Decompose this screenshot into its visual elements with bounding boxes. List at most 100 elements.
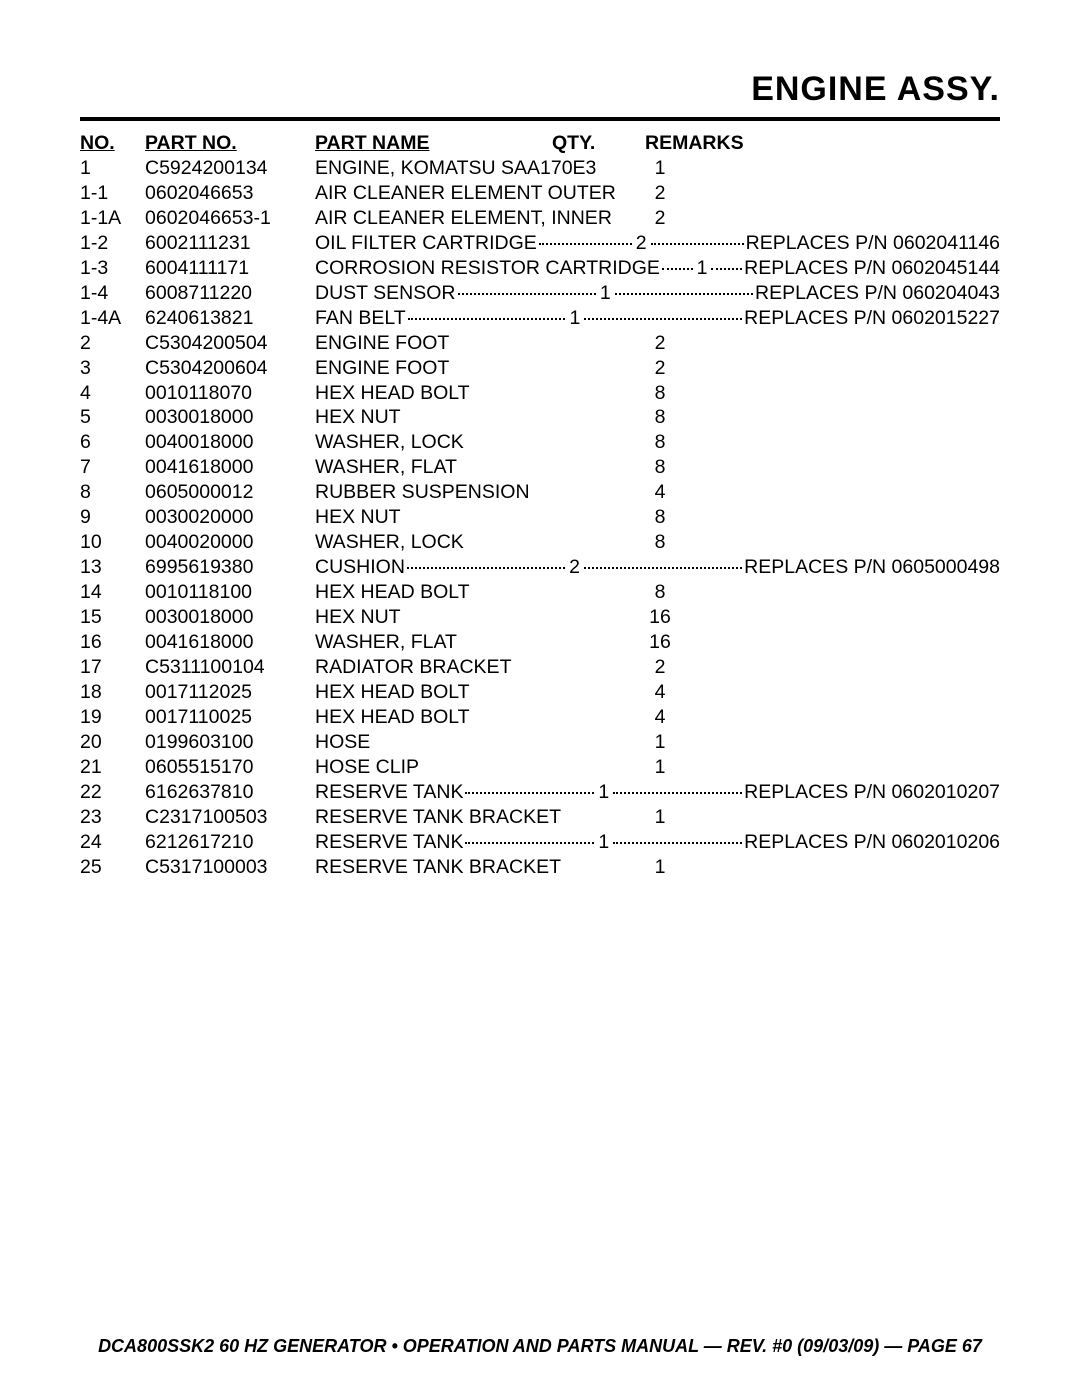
leader-dots [407,567,565,569]
leader-dots [465,792,594,794]
cell-no: 1-1 [80,181,145,206]
leader-dots [615,293,753,295]
table-row: 210605515170HOSE CLIP 1 [80,755,1000,780]
cell-qty: 2 [634,231,649,256]
page-title: ENGINE ASSY. [80,70,1000,109]
table-row: 140010118100HEX HEAD BOLT8 [80,580,1000,605]
cell-remarks: REPLACES P/N 0602045144 [744,256,1000,281]
table-row: 226162637810RESERVE TANK1REPLACES P/N 06… [80,780,1000,805]
table-row: 3C5304200604ENGINE FOOT2 [80,356,1000,381]
cell-no: 24 [80,830,145,855]
cell-part-no: 0041618000 [145,455,315,480]
table-row: 50030018000HEX NUT8 [80,405,1000,430]
table-row: 136995619380CUSHION2REPLACES P/N 0605000… [80,555,1000,580]
cell-qty: 16 [645,605,675,630]
table-row: 17C5311100104RADIATOR BRACKET2 [80,655,1000,680]
cell-qty: 2 [567,555,582,580]
cell-part-name: HEX HEAD BOLT [315,705,470,730]
table-row: 1-26002111231OIL FILTER CARTRIDGE2REPLAC… [80,231,1000,256]
table-row: 160041618000WASHER, FLAT16 [80,630,1000,655]
cell-leader: CORROSION RESISTOR CARTRIDGE1REPLACES P/… [315,256,1000,281]
cell-leader: FAN BELT 1 REPLACES P/N 0602015227 [315,306,1000,331]
cell-no: 8 [80,480,145,505]
cell-part-no: 0010118070 [145,381,315,406]
cell-remarks: REPLACES P/N 0602015227 [744,306,1000,331]
cell-part-name: DUST SENSOR [315,281,456,306]
table-row: 100040020000WASHER, LOCK8 [80,530,1000,555]
cell-qty: 8 [645,505,675,530]
cell-part-name: WASHER, LOCK [315,530,464,555]
cell-part-name: HEX HEAD BOLT [315,381,470,406]
cell-part-no: 0041618000 [145,630,315,655]
cell-remarks: REPLACES P/N 0605000498 [744,555,1000,580]
cell-qty: 1 [645,730,675,755]
table-row: 25C5317100003RESERVE TANK BRACKET1 [80,855,1000,880]
cell-no: 15 [80,605,145,630]
cell-qty: 1 [567,306,582,331]
cell-qty: 1 [645,755,675,780]
cell-leader: OIL FILTER CARTRIDGE2REPLACES P/N 060204… [315,231,1000,256]
cell-part-name: RUBBER SUSPENSION [315,480,530,505]
cell-part-name: HEX HEAD BOLT [315,680,470,705]
cell-no: 21 [80,755,145,780]
cell-part-name: WASHER, FLAT [315,455,457,480]
cell-part-no: 0030018000 [145,605,315,630]
table-row: 23C2317100503RESERVE TANK BRACKET1 [80,805,1000,830]
cell-qty: 2 [645,181,675,206]
cell-part-name: FAN BELT [315,306,406,331]
cell-no: 19 [80,705,145,730]
cell-part-name: HOSE CLIP [315,755,419,780]
cell-part-name: ENGINE FOOT [315,356,449,381]
cell-part-name: HEX NUT [315,405,401,430]
cell-part-name: RADIATOR BRACKET [315,655,511,680]
cell-part-no: 6002111231 [145,231,315,256]
table-row: 70041618000WASHER, FLAT8 [80,455,1000,480]
cell-qty: 1 [598,281,613,306]
cell-part-name: RESERVE TANK BRACKET [315,855,561,880]
cell-no: 1-4 [80,281,145,306]
cell-no: 20 [80,730,145,755]
table-row: 180017112025HEX HEAD BOLT4 [80,680,1000,705]
header-no: NO. [80,131,145,156]
cell-part-name: RESERVE TANK [315,780,463,805]
table-row: 80605000012RUBBER SUSPENSION4 [80,480,1000,505]
leader-dots [711,268,742,270]
leader-dots [458,293,596,295]
cell-part-name: HEX NUT [315,505,401,530]
cell-remarks: REPLACES P/N 060204043 [755,281,1000,306]
cell-leader: RESERVE TANK1REPLACES P/N 0602010207 [315,780,1000,805]
table-row: 200199603100HOSE1 [80,730,1000,755]
cell-part-name: WASHER, LOCK [315,430,464,455]
table-row: 1C5924200134ENGINE, KOMATSU SAA170E31 [80,156,1000,181]
leader-dots [539,243,632,245]
cell-no: 1-3 [80,256,145,281]
cell-part-no: 0605000012 [145,480,315,505]
cell-part-name: CORROSION RESISTOR CARTRIDGE [315,256,660,281]
cell-part-no: 0605515170 [145,755,315,780]
cell-qty: 8 [645,381,675,406]
cell-leader: DUST SENSOR 1 REPLACES P/N 060204043 [315,281,1000,306]
leader-dots [613,792,742,794]
cell-leader: CUSHION2REPLACES P/N 0605000498 [315,555,1000,580]
table-row: 246212617210RESERVE TANK1REPLACES P/N 06… [80,830,1000,855]
cell-part-no: 0030018000 [145,405,315,430]
parts-table: NO. PART NO. PART NAME QTY. REMARKS 1C59… [80,131,1000,880]
cell-qty: 4 [645,680,675,705]
cell-no: 16 [80,630,145,655]
cell-part-name: AIR CLEANER ELEMENT OUTER [315,181,616,206]
cell-part-no: 0030020000 [145,505,315,530]
cell-qty: 1 [645,805,675,830]
cell-part-no: 0040018000 [145,430,315,455]
cell-no: 1-2 [80,231,145,256]
cell-no: 23 [80,805,145,830]
cell-no: 14 [80,580,145,605]
leader-dots [662,268,693,270]
cell-qty: 8 [645,580,675,605]
table-header-row: NO. PART NO. PART NAME QTY. REMARKS [80,131,1000,156]
cell-no: 7 [80,455,145,480]
cell-part-no: 0602046653-1 [145,206,315,231]
cell-qty: 4 [645,705,675,730]
header-part-name: PART NAME [315,131,429,156]
cell-qty: 2 [645,331,675,356]
leader-dots [584,567,742,569]
